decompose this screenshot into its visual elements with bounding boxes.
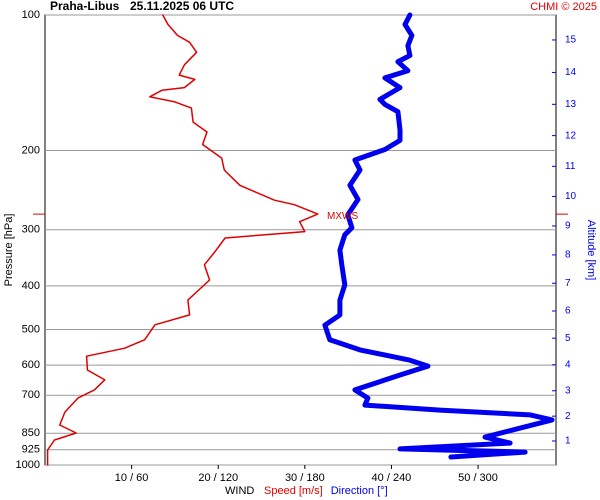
y2-tick-label: 14 <box>565 67 577 78</box>
y-tick-label: 600 <box>22 359 40 371</box>
y2-tick-label: 5 <box>565 333 571 344</box>
station: Praha-Libus <box>50 0 120 13</box>
speed-line <box>46 14 319 466</box>
x-axis-label: WIND <box>225 485 254 497</box>
x-tick-label: 10 / 60 <box>115 472 149 484</box>
y2-tick-label: 3 <box>565 385 571 396</box>
y2-tick-label: 8 <box>565 250 571 261</box>
y-tick-label: 850 <box>22 427 40 439</box>
y-tick-label: 100 <box>22 9 40 21</box>
y2-tick-label: 4 <box>565 359 571 370</box>
y2-tick-label: 7 <box>565 278 571 289</box>
y-axis-label: Pressure [hPa] <box>3 214 15 287</box>
x-tick-label: 30 / 180 <box>285 472 325 484</box>
y2-axis-label: Altitude [km] <box>585 220 597 281</box>
x-tick-label: 20 / 120 <box>198 472 238 484</box>
x-tick-label: 50 / 300 <box>458 472 498 484</box>
mxws-label: MXWS <box>327 211 358 222</box>
direction-line <box>322 12 555 460</box>
y2-tick-label: 9 <box>565 221 571 232</box>
y2-tick-label: 15 <box>565 35 577 46</box>
y2-tick-label: 1 <box>565 436 571 447</box>
legend-entry: Direction [°] <box>331 485 388 497</box>
legend-entry: Speed [m/s] <box>264 485 323 497</box>
y2-tick-label: 2 <box>565 411 571 422</box>
y-tick-label: 925 <box>22 444 40 456</box>
plot-area <box>44 14 557 466</box>
y-tick-label: 700 <box>22 389 40 401</box>
y-tick-label: 1000 <box>16 459 40 471</box>
y2-tick-label: 11 <box>565 161 576 172</box>
credit: CHMI © 2025 <box>530 1 597 13</box>
x-tick-label: 40 / 240 <box>372 472 412 484</box>
y-tick-label: 300 <box>22 224 40 236</box>
y-tick-label: 500 <box>22 323 40 335</box>
y2-tick-label: 12 <box>565 130 577 141</box>
y-tick-label: 400 <box>22 280 40 292</box>
y-tick-label: 200 <box>22 144 40 156</box>
y2-tick-label: 13 <box>565 99 577 110</box>
y2-tick-label: 6 <box>565 306 571 317</box>
y2-tick-label: 10 <box>565 191 577 202</box>
chart-title: 25.11.2025 06 UTC <box>130 0 234 13</box>
